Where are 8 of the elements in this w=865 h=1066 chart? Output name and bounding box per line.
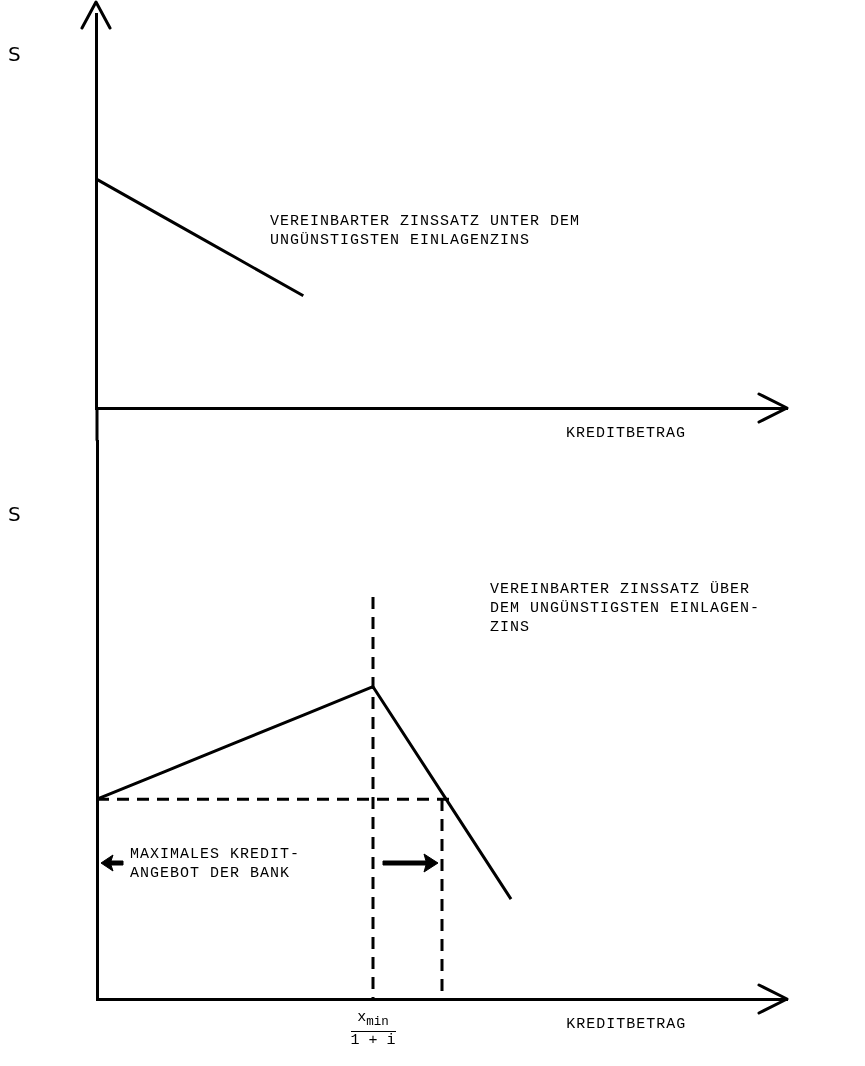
annotation: MAXIMALES KREDIT- ANGEBOT DER BANK: [130, 845, 301, 883]
annotation: VEREINBARTER ZINSSATZ UNTER DEM UNGÜNSTIGSTEN EINLAGENZINS: [270, 212, 581, 250]
text: VEREINBARTER ZINSSATZ ÜBER DEM UNGÜNSTIGSTEN EINLAGEN- ZINS: [490, 580, 761, 637]
y-axis-title: S: [8, 502, 21, 526]
text: x$_{min}$ 1 + i: [350, 1009, 396, 1049]
x-axis-title: KREDITBETRAG: [566, 1015, 687, 1034]
y-axis-title: S: [8, 42, 21, 66]
x-axis-title: KREDITBETRAG: [565, 424, 686, 443]
